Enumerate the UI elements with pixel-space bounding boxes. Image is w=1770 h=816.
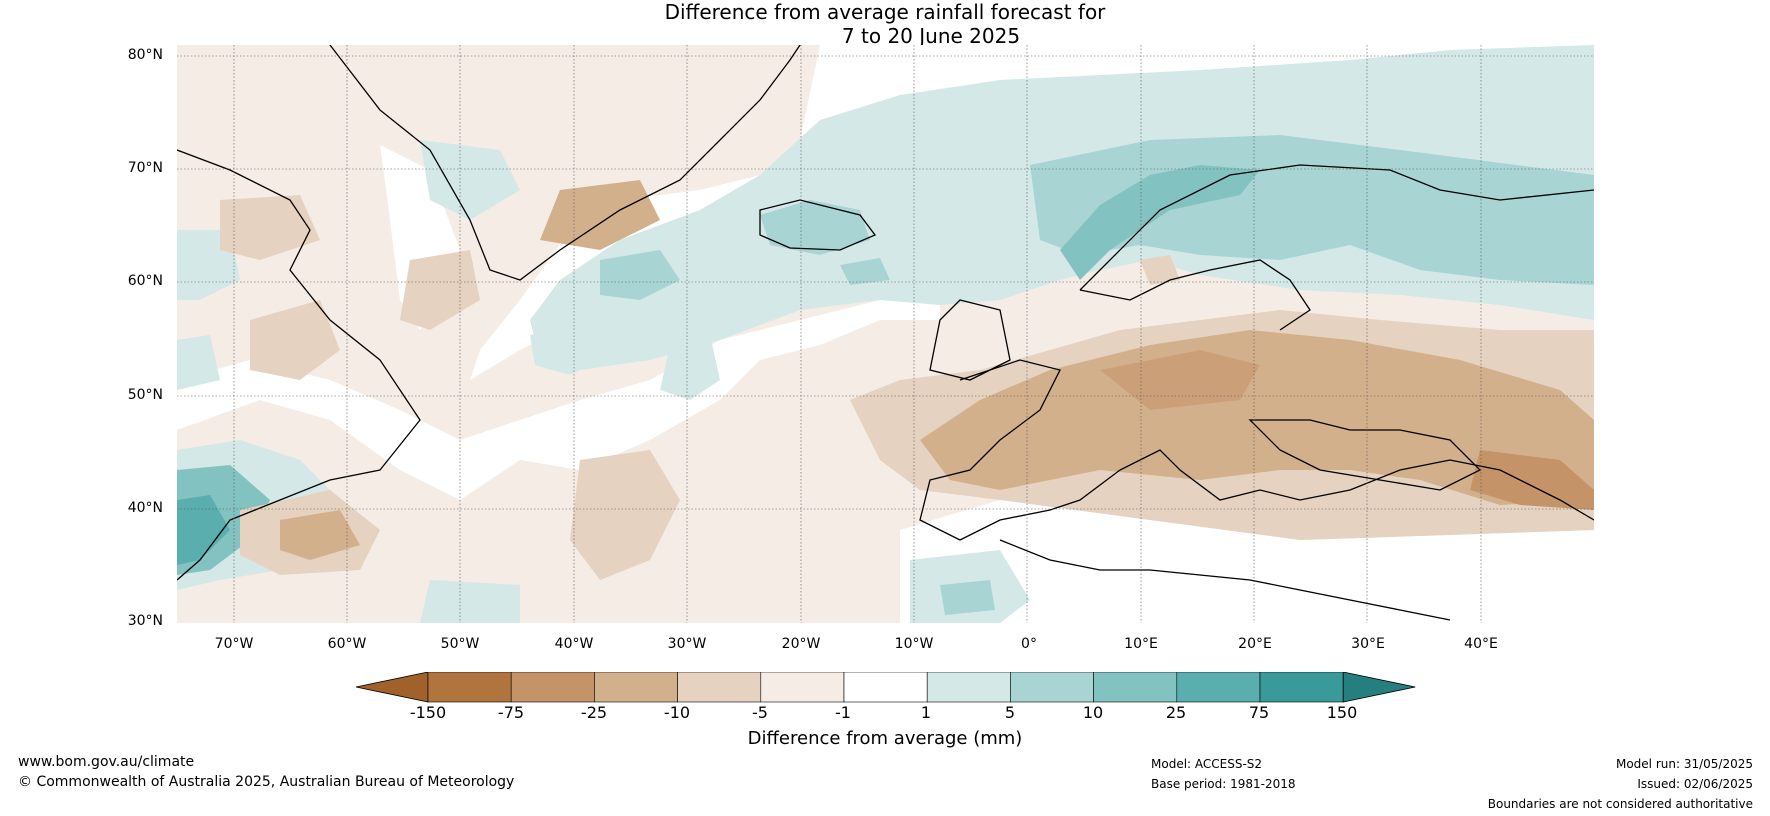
lon-label-40e: 40°E [1464, 636, 1498, 652]
lon-label-60w: 60°W [327, 636, 367, 652]
colorbar-extend-high [1342, 672, 1416, 703]
lon-label-40w: 40°W [554, 636, 594, 652]
colorbar-tick: -1 [835, 703, 851, 722]
colorbar-title: Difference from average (mm) [747, 728, 1023, 749]
title-line-1: Difference from average rainfall forecas… [664, 0, 1106, 24]
colorbar-segment [1259, 672, 1344, 703]
lat-label-50n: 50°N [127, 387, 163, 403]
lon-label-50w: 50°W [440, 636, 480, 652]
map-panel: 80°N 70°N 60°N 50°N 40°N 30°N 70°W 60°W … [127, 45, 1594, 652]
colorbar-segment [843, 672, 928, 703]
colorbar-segment [926, 672, 1011, 703]
colorbar-tick: 150 [1326, 703, 1358, 722]
colorbar-tick: 25 [1165, 703, 1187, 722]
lat-label-80n: 80°N [127, 47, 163, 63]
colorbar-segment [1010, 672, 1094, 703]
coastlines [177, 45, 1594, 621]
colorbar-tick: -25 [580, 703, 608, 722]
colorbar-tick: -150 [409, 703, 447, 722]
title-line-2: 7 to 20 June 2025 [841, 24, 1021, 48]
colorbar-tick: -75 [497, 703, 525, 722]
footer-copyright: © Commonwealth of Australia 2025, Austra… [18, 774, 515, 790]
footer-issued: Issued: 02/06/2025 [1637, 777, 1753, 791]
rainfall-anomaly-map [177, 45, 1594, 623]
footer-base-period: Base period: 1981-2018 [1151, 777, 1296, 791]
lat-label-70n: 70°N [127, 160, 163, 176]
colorbar-segments [355, 672, 1416, 703]
graticule [177, 45, 1594, 623]
colorbar-tick: 1 [920, 703, 932, 722]
colorbar-segment [677, 672, 762, 703]
footer-model: Model: ACCESS-S2 [1151, 757, 1263, 771]
footer-website: www.bom.gov.au/climate [18, 754, 195, 770]
lon-label-10w: 10°W [894, 636, 934, 652]
lat-label-40n: 40°N [127, 500, 163, 516]
colorbar-tick: -5 [752, 703, 768, 722]
colorbar-segment [1176, 672, 1261, 703]
lon-label-20w: 20°W [781, 636, 821, 652]
lat-label-30n: 30°N [127, 613, 163, 629]
chart-title: Difference from average rainfall forecas… [0, 0, 1770, 48]
colorbar-segment [1093, 672, 1178, 703]
colorbar-segment [510, 672, 595, 703]
colorbar-segment [594, 672, 678, 703]
lon-label-0: 0° [1021, 636, 1037, 652]
colorbar-tick: 75 [1248, 703, 1270, 722]
lon-label-70w: 70°W [214, 636, 254, 652]
colorbar-tick: -10 [663, 703, 691, 722]
colorbar-tick: 10 [1082, 703, 1104, 722]
colorbar-segment [427, 672, 512, 703]
footer-disclaimer: Boundaries are not considered authoritat… [1487, 797, 1753, 811]
anomaly-shading [177, 45, 1594, 623]
lat-label-60n: 60°N [127, 273, 163, 289]
lon-label-10e: 10°E [1124, 636, 1158, 652]
colorbar-extend-low [355, 672, 429, 703]
lon-label-20e: 20°E [1238, 636, 1272, 652]
colorbar-segment [760, 672, 845, 703]
colorbar [355, 672, 1416, 703]
lon-label-30e: 30°E [1351, 636, 1385, 652]
colorbar-tick: 5 [1004, 703, 1016, 722]
footer-model-run: Model run: 31/05/2025 [1615, 757, 1753, 771]
lon-label-30w: 30°W [667, 636, 707, 652]
